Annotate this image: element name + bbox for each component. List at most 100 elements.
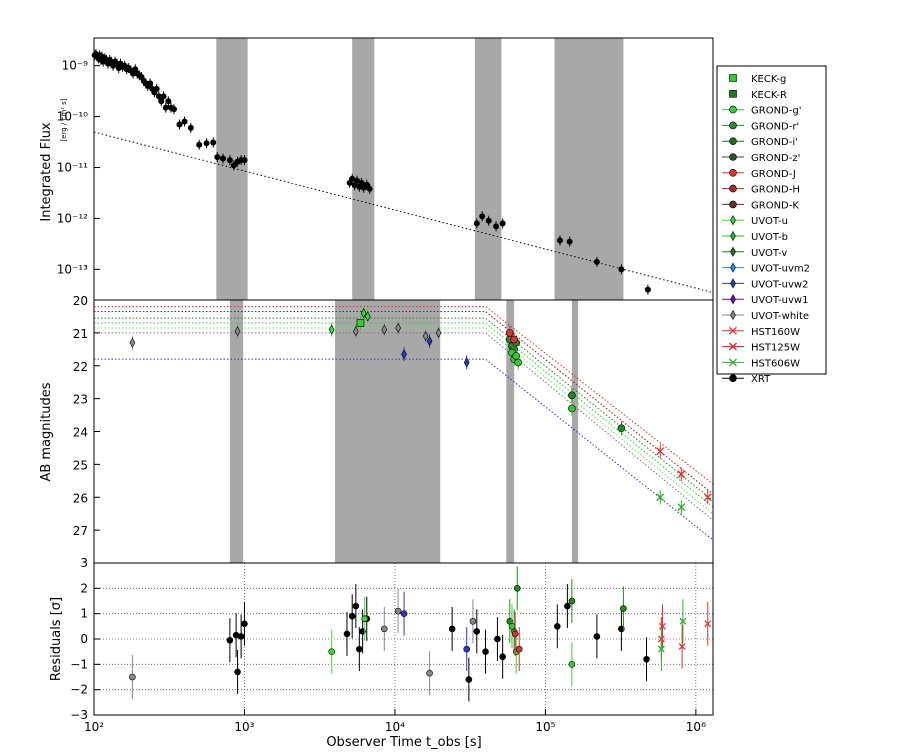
legend-label: KECK-g <box>751 74 786 85</box>
y-tick-label: −3 <box>70 708 88 722</box>
data-point <box>656 493 665 502</box>
data-point <box>187 124 194 131</box>
legend-label: GROND-J <box>751 169 796 180</box>
data-point <box>469 617 477 625</box>
legend-label: GROND-K <box>751 200 799 211</box>
data-point <box>160 93 167 100</box>
data-point <box>426 335 433 347</box>
data-point <box>618 625 625 633</box>
y-tick-label: 25 <box>73 458 88 472</box>
data-point <box>426 669 433 677</box>
data-point <box>400 610 408 617</box>
y-tick-label: 24 <box>73 426 88 440</box>
data-point <box>463 645 471 653</box>
legend-marker <box>729 184 737 193</box>
x-tick-label: 10⁴ <box>385 720 405 734</box>
shaded-interval <box>506 300 515 563</box>
data-point <box>226 157 233 164</box>
legend-marker <box>729 326 737 335</box>
legend-label: HST125W <box>751 343 800 354</box>
legend-item: UVOT-v <box>722 246 787 259</box>
data-point <box>593 258 600 265</box>
data-point <box>568 391 576 400</box>
legend-label: UVOT-b <box>751 232 788 243</box>
data-point <box>678 643 686 651</box>
y-tick-label: 26 <box>73 491 88 505</box>
data-point <box>401 349 407 360</box>
legend-marker <box>729 153 737 161</box>
y-tick-label: 22 <box>73 360 88 374</box>
legend-item: HST160W <box>722 327 800 338</box>
legend-item: GROND-g' <box>722 106 801 117</box>
data-point <box>465 676 473 683</box>
data-point <box>505 329 514 337</box>
legend-label: GROND-i' <box>751 137 798 148</box>
data-point <box>513 585 521 592</box>
legend-marker <box>729 342 737 351</box>
data-point <box>129 337 136 348</box>
model-line <box>94 327 714 515</box>
data-point <box>158 98 165 105</box>
data-point <box>473 220 480 227</box>
legend-item: KECK-R <box>729 90 787 101</box>
legend-marker <box>729 374 737 383</box>
magnitude-panel: 20 21 22 23 24 25 26 27 <box>73 294 714 563</box>
y-tick-label: 10⁻¹⁰ <box>57 110 88 124</box>
data-point <box>643 655 650 663</box>
data-point <box>129 673 136 681</box>
y-tick-label: 10⁻¹¹ <box>57 161 88 175</box>
data-point <box>644 286 651 293</box>
data-point <box>196 141 203 148</box>
x-axis-label: Observer Time t_obs [s] <box>326 735 481 750</box>
y-tick-label: 1 <box>80 607 88 621</box>
data-point <box>241 157 248 164</box>
x-tick-label: 10³ <box>234 720 254 734</box>
data-point <box>514 358 523 367</box>
legend-marker <box>729 169 737 177</box>
data-point <box>473 628 481 635</box>
legend-label: KECK-R <box>751 90 787 101</box>
data-point <box>479 213 486 220</box>
model-line <box>94 358 714 541</box>
res-y-axis-label: Residuals [σ] <box>49 597 64 681</box>
model-line <box>94 306 714 485</box>
x-tick-label: 10⁶ <box>686 720 706 734</box>
legend-marker <box>730 294 736 305</box>
data-point <box>703 493 712 502</box>
model-line <box>94 311 714 495</box>
data-point <box>237 633 245 640</box>
legend-marker <box>730 278 736 289</box>
data-point <box>351 182 358 189</box>
data-point <box>155 93 162 100</box>
flux-y-axis-label: Integrated Flux <box>39 122 54 222</box>
data-point <box>482 648 489 655</box>
data-point <box>356 645 363 653</box>
data-point <box>210 139 217 146</box>
data-point <box>679 617 687 625</box>
legend-label: UVOT-uvw2 <box>751 279 808 290</box>
data-point <box>363 181 370 188</box>
legend-marker <box>729 105 737 114</box>
legend-label: HST160W <box>751 327 800 338</box>
data-point <box>448 625 456 633</box>
y-tick-label: −1 <box>70 657 88 671</box>
legend-marker <box>729 137 737 145</box>
data-point <box>352 602 360 610</box>
data-point <box>620 605 627 612</box>
data-point <box>657 645 665 653</box>
data-point <box>677 470 686 479</box>
y-tick-label: 2 <box>80 581 88 595</box>
data-point <box>361 615 369 623</box>
legend-item: UVOT-b <box>722 230 788 243</box>
model-line <box>94 317 714 501</box>
data-point <box>381 625 388 633</box>
data-point <box>241 620 248 628</box>
y-tick-label: 23 <box>73 393 88 407</box>
legend-label: UVOT-uvm2 <box>751 264 810 275</box>
data-point <box>354 177 361 184</box>
legend-item: UVOT-white <box>722 309 809 322</box>
y-tick-label: 10⁻¹³ <box>57 262 88 276</box>
data-point <box>230 162 237 169</box>
legend-label: UVOT-uvw1 <box>751 295 808 306</box>
legend-marker <box>730 215 736 226</box>
